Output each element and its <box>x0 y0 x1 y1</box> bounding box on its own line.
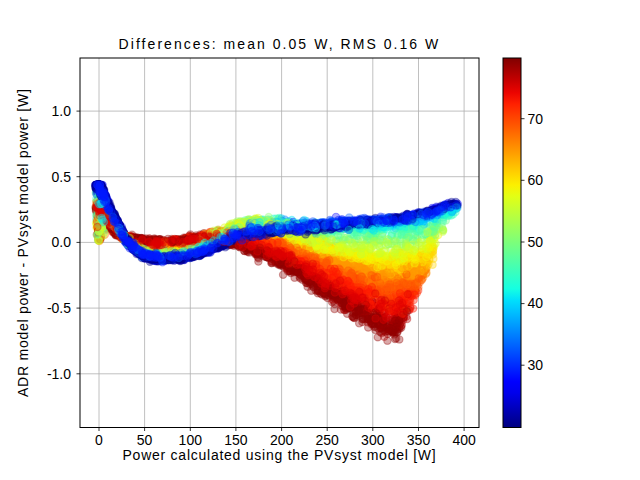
svg-text:30: 30 <box>528 357 544 373</box>
svg-text:0: 0 <box>95 432 103 448</box>
svg-text:70: 70 <box>528 111 544 127</box>
svg-text:50: 50 <box>528 234 544 250</box>
svg-text:400: 400 <box>452 432 476 448</box>
svg-text:ADR model power - PVsyst model: ADR model power - PVsyst model power [W] <box>15 88 31 397</box>
svg-text:300: 300 <box>361 432 385 448</box>
svg-text:150: 150 <box>224 432 248 448</box>
svg-text:-1.0: -1.0 <box>47 366 71 382</box>
svg-text:50: 50 <box>137 432 153 448</box>
svg-text:0.5: 0.5 <box>52 169 72 185</box>
svg-text:100: 100 <box>179 432 203 448</box>
svg-text:-0.5: -0.5 <box>47 300 71 316</box>
svg-text:1.0: 1.0 <box>52 103 72 119</box>
svg-text:Differences: mean 0.05 W, RMS: Differences: mean 0.05 W, RMS 0.16 W <box>119 36 441 52</box>
svg-text:60: 60 <box>528 172 544 188</box>
svg-text:Power calculated using the PVs: Power calculated using the PVsyst model … <box>123 447 437 463</box>
svg-text:350: 350 <box>407 432 431 448</box>
svg-text:250: 250 <box>316 432 340 448</box>
svg-text:0.0: 0.0 <box>52 234 72 250</box>
svg-text:200: 200 <box>270 432 294 448</box>
svg-text:40: 40 <box>528 295 544 311</box>
